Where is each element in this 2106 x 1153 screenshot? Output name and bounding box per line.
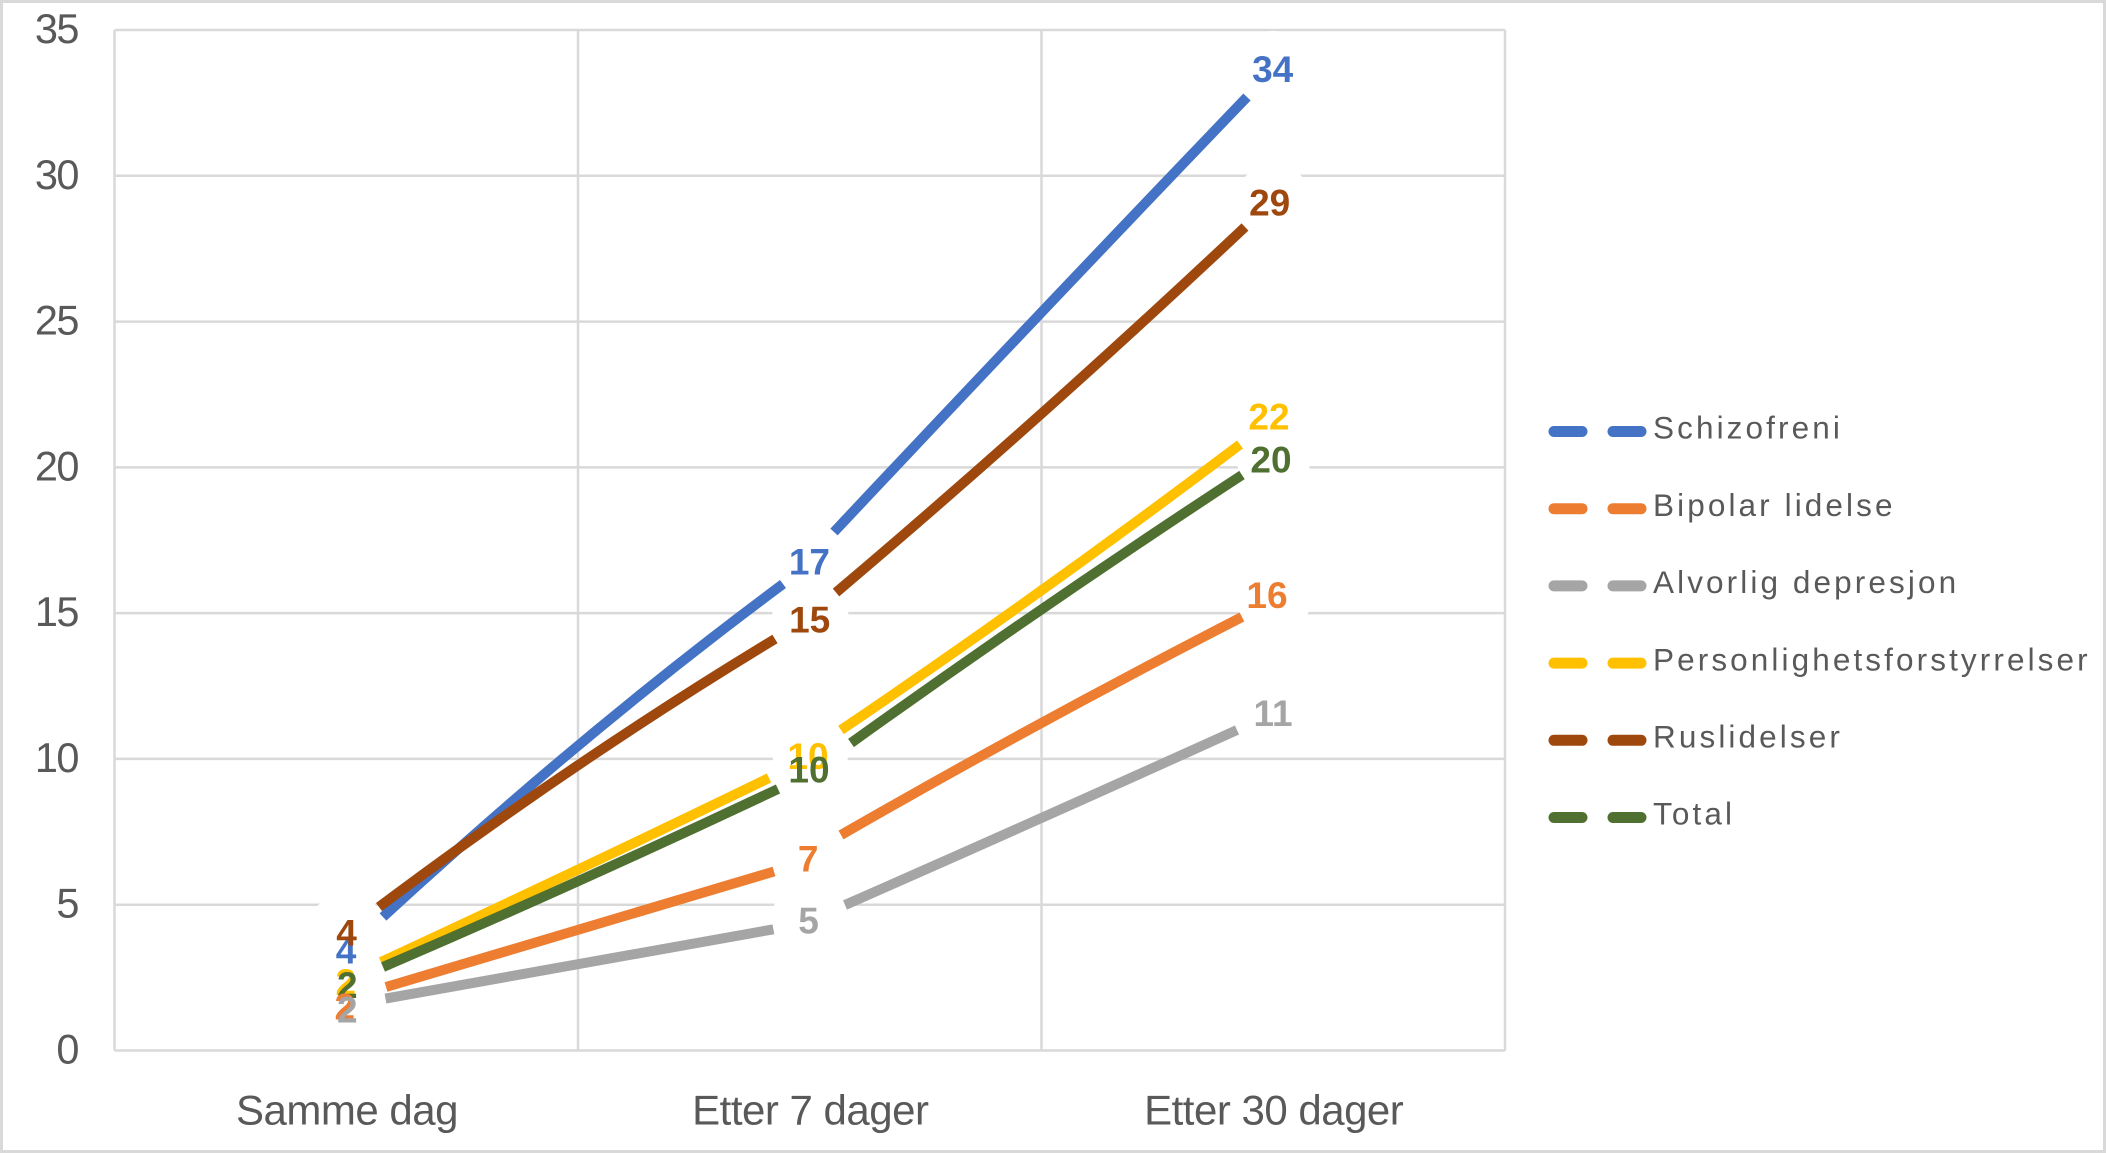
svg-text:Etter 7 dager: Etter 7 dager: [692, 1087, 929, 1134]
svg-text:7: 7: [798, 839, 819, 880]
svg-text:2: 2: [335, 987, 356, 1028]
svg-text:16: 16: [1246, 575, 1287, 616]
svg-text:Bipolar lidelse: Bipolar lidelse: [1653, 487, 1896, 523]
svg-text:11: 11: [1253, 693, 1292, 734]
svg-text:Ruslidelser: Ruslidelser: [1653, 719, 1843, 755]
svg-text:Alvorlig depresjon: Alvorlig depresjon: [1653, 564, 1959, 600]
svg-text:20: 20: [35, 442, 79, 489]
svg-text:2: 2: [337, 965, 358, 1006]
svg-text:10: 10: [35, 734, 79, 781]
svg-text:10: 10: [787, 736, 828, 777]
svg-text:Personlighetsforstyrrelser: Personlighetsforstyrrelser: [1653, 641, 2091, 677]
svg-text:Samme dag: Samme dag: [236, 1087, 458, 1134]
svg-text:20: 20: [1250, 440, 1291, 481]
svg-text:35: 35: [35, 5, 79, 52]
svg-text:15: 15: [35, 588, 79, 635]
svg-text:0: 0: [56, 1026, 78, 1073]
svg-text:2: 2: [337, 990, 358, 1031]
svg-text:5: 5: [56, 880, 78, 927]
svg-text:17: 17: [789, 541, 830, 582]
svg-text:25: 25: [35, 297, 79, 344]
svg-text:22: 22: [1248, 396, 1289, 437]
svg-text:4: 4: [336, 912, 357, 953]
svg-text:Total: Total: [1653, 796, 1735, 832]
svg-text:2: 2: [336, 962, 357, 1003]
svg-text:15: 15: [789, 600, 830, 641]
svg-text:10: 10: [788, 749, 829, 790]
svg-text:4: 4: [336, 931, 357, 972]
svg-text:Schizofreni: Schizofreni: [1653, 410, 1843, 446]
svg-text:34: 34: [1252, 49, 1294, 90]
svg-text:5: 5: [798, 900, 819, 941]
svg-text:29: 29: [1249, 182, 1290, 223]
svg-text:Etter 30 dager: Etter 30 dager: [1144, 1087, 1404, 1134]
svg-text:30: 30: [35, 151, 79, 198]
